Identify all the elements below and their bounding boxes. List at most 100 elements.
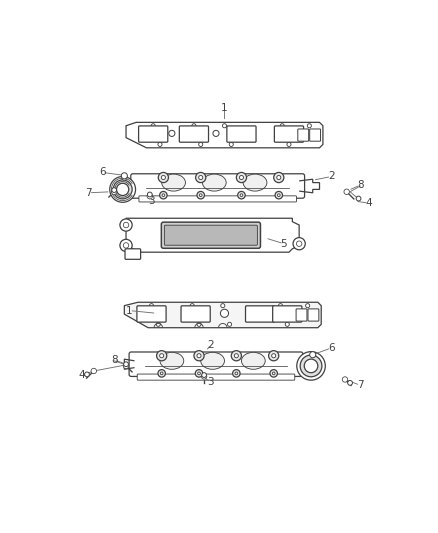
Circle shape bbox=[111, 189, 117, 195]
Circle shape bbox=[229, 142, 233, 147]
Circle shape bbox=[227, 322, 232, 326]
FancyBboxPatch shape bbox=[246, 306, 275, 322]
Circle shape bbox=[117, 183, 129, 196]
Ellipse shape bbox=[162, 174, 185, 191]
Circle shape bbox=[199, 194, 202, 197]
Ellipse shape bbox=[243, 174, 267, 191]
Circle shape bbox=[233, 370, 240, 377]
Circle shape bbox=[272, 372, 275, 375]
Circle shape bbox=[122, 175, 127, 180]
FancyBboxPatch shape bbox=[273, 306, 302, 322]
Circle shape bbox=[156, 351, 167, 361]
Circle shape bbox=[113, 180, 132, 199]
Circle shape bbox=[158, 172, 169, 183]
Circle shape bbox=[156, 322, 160, 326]
Text: 6: 6 bbox=[99, 167, 106, 177]
Ellipse shape bbox=[201, 352, 225, 369]
Circle shape bbox=[110, 176, 135, 203]
Circle shape bbox=[268, 351, 279, 361]
Circle shape bbox=[287, 142, 291, 147]
Ellipse shape bbox=[202, 174, 226, 191]
Circle shape bbox=[199, 175, 203, 180]
Circle shape bbox=[195, 370, 203, 377]
Circle shape bbox=[197, 322, 201, 326]
Polygon shape bbox=[126, 218, 299, 252]
Text: 5: 5 bbox=[281, 239, 287, 249]
Circle shape bbox=[277, 175, 281, 180]
Circle shape bbox=[297, 352, 325, 380]
Circle shape bbox=[297, 241, 302, 246]
Text: 7: 7 bbox=[357, 380, 364, 390]
Circle shape bbox=[196, 172, 206, 183]
FancyBboxPatch shape bbox=[274, 126, 304, 142]
Circle shape bbox=[274, 172, 284, 183]
Circle shape bbox=[231, 351, 241, 361]
FancyBboxPatch shape bbox=[296, 309, 307, 321]
Text: 2: 2 bbox=[208, 340, 214, 350]
Circle shape bbox=[356, 196, 361, 201]
Circle shape bbox=[293, 238, 305, 250]
Circle shape bbox=[306, 304, 310, 308]
Polygon shape bbox=[126, 123, 323, 148]
Circle shape bbox=[190, 304, 194, 308]
Text: 4: 4 bbox=[365, 198, 372, 208]
Circle shape bbox=[310, 352, 316, 358]
Circle shape bbox=[159, 191, 167, 199]
Circle shape bbox=[348, 381, 353, 385]
Circle shape bbox=[160, 372, 163, 375]
FancyBboxPatch shape bbox=[161, 222, 261, 248]
FancyBboxPatch shape bbox=[308, 309, 319, 321]
Circle shape bbox=[149, 304, 154, 308]
Circle shape bbox=[120, 219, 132, 231]
Circle shape bbox=[240, 194, 243, 197]
Text: 1: 1 bbox=[221, 103, 228, 113]
Circle shape bbox=[162, 194, 165, 197]
FancyBboxPatch shape bbox=[181, 306, 210, 322]
Text: 3: 3 bbox=[148, 196, 155, 206]
Circle shape bbox=[197, 191, 205, 199]
Circle shape bbox=[220, 309, 229, 317]
Circle shape bbox=[304, 359, 318, 373]
Circle shape bbox=[197, 354, 201, 358]
Circle shape bbox=[279, 304, 283, 308]
Text: 3: 3 bbox=[208, 377, 214, 387]
Circle shape bbox=[159, 354, 164, 358]
FancyBboxPatch shape bbox=[137, 306, 166, 322]
Text: 8: 8 bbox=[111, 355, 117, 365]
Text: 7: 7 bbox=[85, 188, 92, 198]
Circle shape bbox=[272, 354, 276, 358]
Circle shape bbox=[124, 222, 129, 228]
Circle shape bbox=[213, 131, 219, 136]
Circle shape bbox=[202, 373, 206, 377]
Circle shape bbox=[277, 194, 280, 197]
FancyBboxPatch shape bbox=[139, 196, 297, 202]
Circle shape bbox=[234, 354, 238, 358]
FancyBboxPatch shape bbox=[131, 174, 304, 198]
Text: 2: 2 bbox=[328, 172, 335, 182]
Text: 1: 1 bbox=[126, 305, 133, 316]
Polygon shape bbox=[124, 302, 321, 328]
Circle shape bbox=[198, 372, 200, 375]
FancyBboxPatch shape bbox=[125, 249, 141, 260]
Text: 4: 4 bbox=[78, 370, 85, 380]
Circle shape bbox=[158, 370, 166, 377]
Circle shape bbox=[121, 173, 127, 179]
FancyBboxPatch shape bbox=[310, 129, 321, 141]
FancyBboxPatch shape bbox=[298, 129, 309, 141]
Circle shape bbox=[238, 191, 245, 199]
Ellipse shape bbox=[160, 352, 184, 369]
FancyBboxPatch shape bbox=[179, 126, 208, 142]
Circle shape bbox=[240, 175, 244, 180]
Circle shape bbox=[199, 142, 203, 147]
Circle shape bbox=[275, 191, 283, 199]
Circle shape bbox=[112, 188, 117, 192]
Circle shape bbox=[147, 193, 152, 199]
FancyBboxPatch shape bbox=[137, 374, 295, 380]
Circle shape bbox=[235, 372, 238, 375]
Circle shape bbox=[151, 124, 155, 128]
Circle shape bbox=[158, 142, 162, 147]
Circle shape bbox=[223, 124, 226, 128]
Circle shape bbox=[120, 239, 132, 252]
Circle shape bbox=[344, 189, 350, 195]
Circle shape bbox=[148, 192, 152, 197]
